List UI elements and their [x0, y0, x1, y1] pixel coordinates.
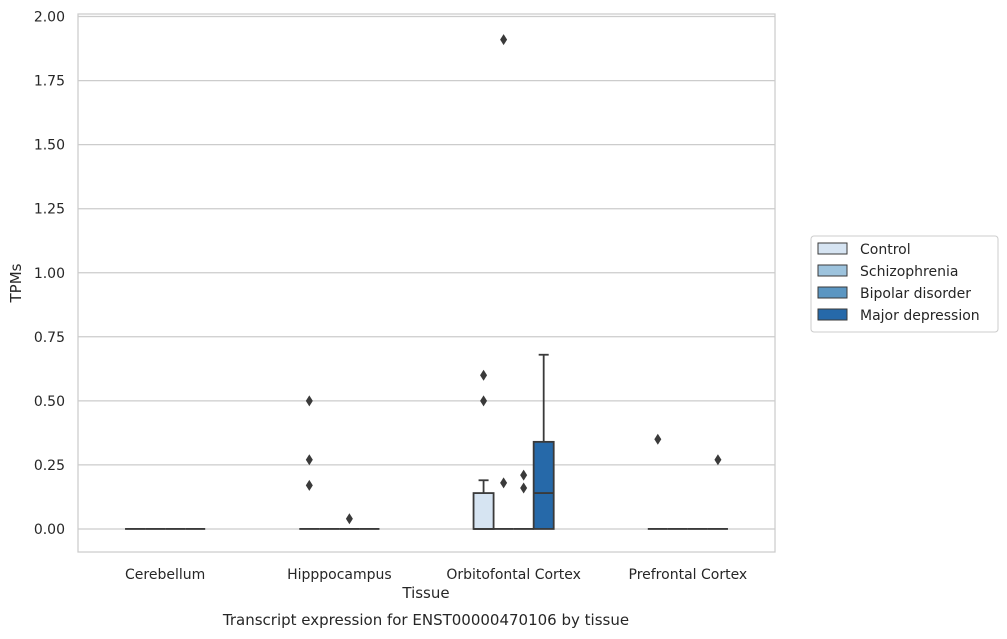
- boxes: [125, 34, 728, 530]
- legend-label: Schizophrenia: [860, 264, 958, 280]
- y-axis-title: TPMs: [7, 263, 25, 303]
- x-tick-label: Cerebellum: [125, 567, 205, 583]
- outlier-point: [305, 395, 313, 407]
- y-tick-label: 1.50: [34, 138, 65, 154]
- y-tick-label: 0.50: [34, 394, 65, 410]
- x-axis-ticks: Cerebellum Hipppocampus Orbitofontal Corte…: [125, 567, 747, 583]
- legend-label: Major depression: [860, 308, 980, 324]
- y-tick-label: 1.75: [34, 74, 65, 90]
- outlier-point: [520, 482, 528, 494]
- legend-label: Control: [860, 242, 911, 258]
- outlier-point: [305, 454, 313, 466]
- x-axis-title: Tissue: [401, 584, 449, 602]
- box-3-0: [647, 433, 668, 530]
- outlier-point: [345, 513, 353, 525]
- box-body: [532, 440, 555, 530]
- box-2-0: [472, 369, 495, 530]
- legend-frame: [810, 235, 999, 333]
- x-tick-label: Orbitofontal Cortex: [446, 567, 581, 583]
- x-tick-label: Hipppocampus: [287, 567, 392, 583]
- y-tick-label: 0.00: [34, 522, 65, 538]
- x-tick-label: Prefrontal Cortex: [629, 567, 748, 583]
- plot-area-frame: [77, 13, 776, 553]
- legend: Control Schizophrenia Bipolar disorder Majo…: [810, 235, 999, 333]
- box-1-0: [299, 395, 320, 530]
- legend-swatch: [817, 308, 848, 321]
- legend-label: Bipolar disorder: [860, 286, 971, 302]
- outlier-point: [500, 477, 508, 489]
- box-1-2: [339, 513, 360, 530]
- box-2-1: [493, 34, 514, 530]
- box-2-3: [532, 353, 555, 530]
- legend-swatch: [817, 242, 848, 255]
- box-2-2: [513, 469, 534, 530]
- outlier-point: [520, 469, 528, 481]
- y-axis-ticks: 0.00 0.25 0.50 0.75 1.00 1.25 1.50 1.75 2.00: [34, 10, 65, 538]
- box-body: [472, 492, 495, 530]
- box-3-3: [707, 454, 728, 530]
- legend-swatch: [817, 264, 848, 277]
- legend-swatch: [817, 286, 848, 299]
- outlier-point: [500, 34, 508, 46]
- grid-lines: [78, 15, 775, 530]
- outlier-point: [480, 395, 488, 407]
- y-tick-label: 0.25: [34, 458, 65, 474]
- outlier-point: [714, 454, 722, 466]
- y-tick-label: 2.00: [34, 10, 65, 26]
- outlier-point: [480, 369, 488, 381]
- y-tick-label: 1.00: [34, 266, 65, 282]
- chart-caption: Transcript expression for ENST0000047010…: [222, 611, 629, 629]
- outlier-point: [305, 479, 313, 491]
- outlier-point: [654, 433, 662, 445]
- y-tick-label: 1.25: [34, 202, 65, 218]
- y-tick-label: 0.75: [34, 330, 65, 346]
